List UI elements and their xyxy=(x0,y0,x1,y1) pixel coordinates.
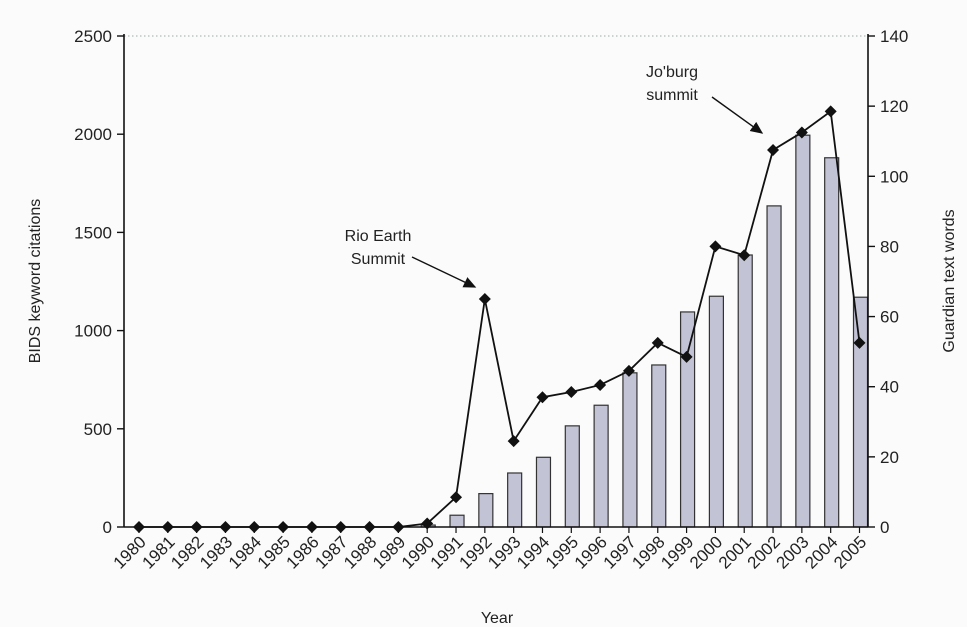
y-left-tick-label: 2500 xyxy=(74,27,112,46)
bar-1996 xyxy=(593,404,609,528)
point-1989 xyxy=(392,521,405,533)
bar-2002 xyxy=(766,205,782,528)
bar-1991 xyxy=(449,514,465,528)
point-1984 xyxy=(248,521,261,533)
annotation-label: Jo'burg xyxy=(646,64,698,81)
point-2000 xyxy=(709,240,722,253)
y-left-tick-label: 2000 xyxy=(74,125,112,144)
y-right-tick-label: 60 xyxy=(880,308,899,327)
point-1993 xyxy=(507,435,520,448)
annotation-label: Rio Earth xyxy=(345,228,412,245)
annotation-label: Summit xyxy=(351,251,406,268)
point-1991 xyxy=(450,491,463,504)
y-right-tick-label: 80 xyxy=(880,237,899,256)
point-1997 xyxy=(622,364,635,377)
plot-area: 0500100015002000250002040608010012014019… xyxy=(74,27,908,573)
bar-1995 xyxy=(564,425,580,528)
point-1980 xyxy=(133,521,145,533)
bar-1993 xyxy=(507,472,523,528)
point-1987 xyxy=(334,521,347,533)
y-left-tick-label: 0 xyxy=(103,518,112,537)
point-2002 xyxy=(767,143,780,156)
bar-2000 xyxy=(708,295,725,528)
bar-2003 xyxy=(795,134,811,528)
point-1994 xyxy=(536,391,549,404)
bar-1994 xyxy=(535,456,552,528)
point-1999 xyxy=(680,350,693,363)
point-2003 xyxy=(795,126,808,139)
bar-1998 xyxy=(651,364,667,528)
point-1982 xyxy=(190,521,203,533)
point-1988 xyxy=(363,521,376,533)
point-1983 xyxy=(219,521,232,533)
bar-1999 xyxy=(679,311,696,528)
y-right-tick-label: 140 xyxy=(880,27,908,46)
point-2004 xyxy=(824,105,837,118)
point-1986 xyxy=(305,521,318,533)
point-1995 xyxy=(565,385,578,398)
point-1992 xyxy=(478,293,491,306)
point-2001 xyxy=(738,249,751,262)
y-left-tick-label: 1000 xyxy=(74,322,112,341)
bar-2001 xyxy=(737,254,753,528)
y-right-tick-label: 120 xyxy=(880,97,908,116)
y-right-tick-label: 100 xyxy=(880,167,908,186)
y-right-tick-label: 40 xyxy=(880,378,899,397)
annotation-label: summit xyxy=(646,87,698,104)
point-1990 xyxy=(421,517,434,530)
y-left-tick-label: 500 xyxy=(84,420,112,439)
bar-1992 xyxy=(478,493,494,528)
annotation-arrow xyxy=(411,256,477,288)
x-axis-title: Year xyxy=(481,610,514,627)
point-1998 xyxy=(651,336,664,349)
point-1985 xyxy=(277,521,290,533)
bar-2004 xyxy=(824,157,840,528)
bar-2005 xyxy=(852,296,869,528)
y-axis-right-title: Guardian text words xyxy=(941,209,958,352)
point-2005 xyxy=(853,336,866,349)
point-1981 xyxy=(161,521,174,533)
bar-1997 xyxy=(622,372,638,528)
y-axis-left-title: BIDS keyword citations xyxy=(27,199,44,364)
y-right-tick-label: 20 xyxy=(880,448,899,467)
y-left-tick-label: 1500 xyxy=(74,223,112,242)
y-right-tick-label: 0 xyxy=(880,518,889,537)
annotation-arrow xyxy=(711,96,764,134)
x-tick-label: 2005 xyxy=(830,532,870,572)
point-1996 xyxy=(594,378,607,391)
